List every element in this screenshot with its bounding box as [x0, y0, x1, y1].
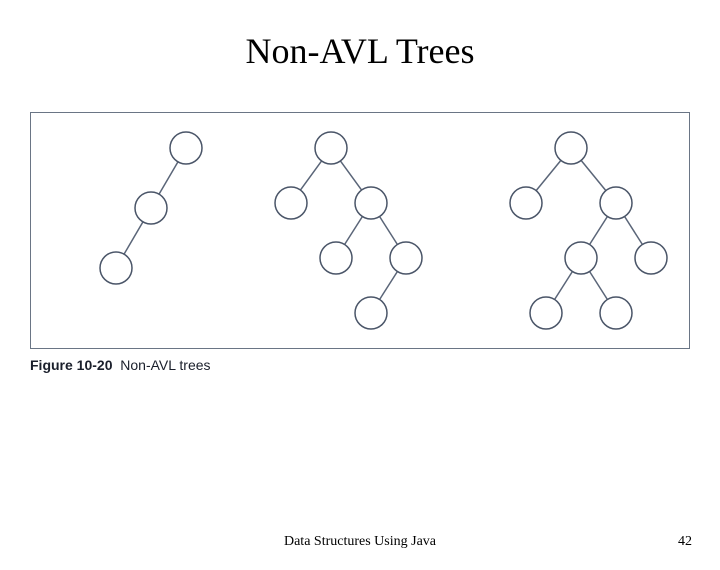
tree-node [355, 297, 387, 329]
page-number: 42 [678, 534, 692, 550]
tree-edge [380, 216, 398, 244]
tree-node [100, 252, 132, 284]
tree-node [635, 242, 667, 274]
tree-edge [625, 216, 643, 244]
tree-edge [159, 162, 178, 194]
tree-edge [300, 161, 321, 190]
tree-edge [345, 216, 363, 244]
tree-node [170, 132, 202, 164]
tree-node [565, 242, 597, 274]
tree-node [510, 187, 542, 219]
tree-edge [536, 160, 561, 190]
figure-caption: Figure 10-20 Non-AVL trees [30, 357, 720, 373]
tree-edge [380, 271, 398, 299]
tree-edge [590, 271, 608, 299]
tree-node [135, 192, 167, 224]
tree-node [600, 187, 632, 219]
tree-node [315, 132, 347, 164]
tree-node [600, 297, 632, 329]
footer-center-text: Data Structures Using Java [284, 534, 436, 550]
tree-edge [124, 222, 143, 254]
figure-label: Figure 10-20 [30, 357, 112, 373]
tree-node [530, 297, 562, 329]
tree-diagram [31, 113, 691, 346]
figure-caption-text: Non-AVL trees [120, 357, 210, 373]
tree-edge [581, 160, 606, 190]
page-title: Non-AVL Trees [0, 30, 720, 72]
tree-node [320, 242, 352, 274]
tree-node [390, 242, 422, 274]
tree-edge [555, 271, 573, 299]
tree-edge [590, 216, 608, 244]
tree-node [275, 187, 307, 219]
figure-box [30, 112, 690, 349]
tree-node [555, 132, 587, 164]
tree-edge [340, 161, 361, 190]
tree-node [355, 187, 387, 219]
